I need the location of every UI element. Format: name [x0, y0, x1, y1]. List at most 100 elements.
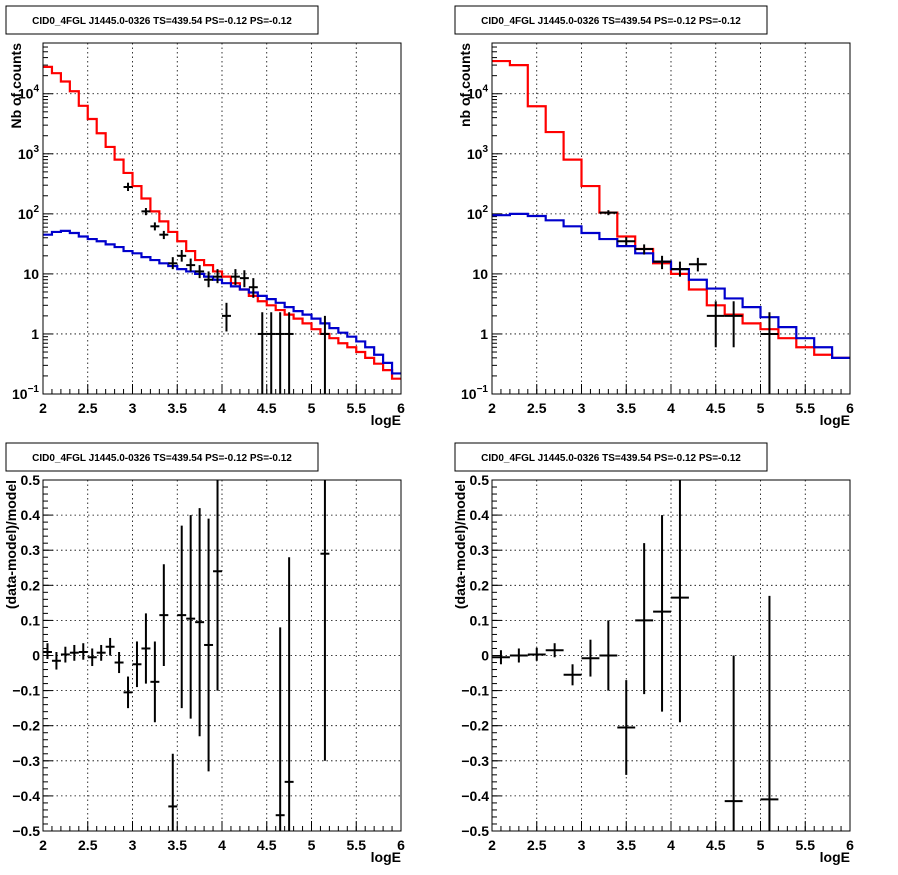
x-tick-label: 4 [218, 400, 226, 416]
x-tick-label: 6 [846, 400, 854, 416]
x-tick-label: 5 [308, 837, 316, 853]
x-tick-label: 6 [397, 837, 405, 853]
data-point [527, 647, 546, 661]
x-tick-label: 3.5 [168, 837, 188, 853]
data-point [653, 515, 671, 712]
x-tick-label: 4.5 [706, 837, 726, 853]
y-tick-label: −0.5 [12, 823, 40, 839]
y-tick-label: −0.3 [461, 753, 489, 769]
x-tick-label: 5.5 [347, 837, 367, 853]
x-tick-label: 2 [39, 400, 47, 416]
data-point [266, 312, 276, 394]
data-point [105, 637, 115, 656]
plot-frame [42, 479, 402, 832]
data-point [78, 643, 88, 660]
y-tick-label: 1 [31, 326, 39, 342]
y-tick-label: 0.4 [21, 507, 41, 523]
data-point [760, 312, 779, 394]
chart-title: CID0_4FGL J1445.0-0326 TS=439.54 PS=-0.1… [481, 453, 741, 464]
y-tick-label: 10−1 [461, 384, 488, 402]
data-point [320, 315, 330, 394]
data-point [159, 564, 169, 667]
x-tick-label: 3.5 [617, 400, 637, 416]
chart-title-box [454, 5, 768, 35]
x-tick-label: 6 [846, 837, 854, 853]
data-point [563, 664, 582, 686]
y-tick-label: 104 [467, 84, 489, 102]
y-tick-label: 102 [18, 204, 40, 222]
y-axis-label: Nb of counts [8, 43, 24, 129]
y-tick-label: −0.4 [12, 788, 40, 804]
data-point [509, 648, 528, 663]
y-tick-label: 0.5 [470, 472, 490, 488]
data-point [617, 680, 636, 775]
data-point [320, 480, 330, 761]
data-point [87, 648, 97, 667]
y-tick-label: 0.2 [21, 577, 41, 593]
data-point [141, 613, 151, 684]
y-tick-label: 104 [18, 84, 40, 102]
data-point [284, 312, 294, 394]
data-point [60, 646, 70, 663]
y-tick-label: 0.3 [21, 542, 41, 558]
data-point [275, 312, 285, 394]
y-tick-label: −0.2 [461, 718, 489, 734]
x-tick-label: 4.5 [706, 400, 726, 416]
x-tick-label: 4.5 [257, 400, 277, 416]
data-point [635, 244, 654, 255]
chart-panel-2: CID0_4FGL J1445.0-0326 TS=439.54 PS=-0.1… [454, 5, 854, 428]
data-point [492, 650, 510, 665]
chart-title: CID0_4FGL J1445.0-0326 TS=439.54 PS=-0.1… [32, 16, 292, 27]
data-point [545, 643, 564, 658]
y-tick-label: 102 [467, 204, 489, 222]
y-axis-label: (data-model)/model [3, 480, 19, 609]
data-point [760, 595, 779, 831]
x-tick-label: 3 [129, 400, 137, 416]
data-point [222, 302, 231, 332]
x-axis-label: logE [820, 412, 850, 428]
data-point [159, 230, 169, 240]
data-point [123, 182, 133, 192]
x-tick-label: 2 [39, 837, 47, 853]
y-tick-label: 0.1 [470, 612, 490, 628]
y-tick-label: −0.3 [12, 753, 40, 769]
y-tick-label: −0.1 [461, 683, 489, 699]
series-line-1 [43, 65, 401, 380]
y-tick-label: 0.4 [470, 507, 490, 523]
data-point [284, 557, 294, 831]
y-tick-label: 10 [23, 266, 39, 282]
data-point [230, 269, 240, 286]
chart-title: CID0_4FGL J1445.0-0326 TS=439.54 PS=-0.1… [481, 16, 741, 27]
y-tick-label: 103 [467, 144, 489, 162]
data-point [132, 641, 142, 688]
data-point [599, 620, 618, 691]
data-point [168, 753, 178, 831]
chart-title: CID0_4FGL J1445.0-0326 TS=439.54 PS=-0.1… [32, 453, 292, 464]
plot-frame [491, 479, 851, 832]
chart-title-box [5, 5, 319, 35]
x-tick-label: 3 [578, 837, 586, 853]
data-point [248, 278, 258, 298]
data-point [51, 651, 61, 670]
plot-frame [42, 42, 402, 395]
data-point [671, 261, 689, 277]
data-point [43, 643, 52, 660]
data-point [177, 525, 187, 709]
data-point [204, 271, 214, 288]
data-point [186, 515, 196, 719]
data-point [724, 655, 743, 831]
x-tick-label: 4 [667, 400, 675, 416]
data-point [653, 255, 671, 270]
x-axis-label: logE [371, 412, 401, 428]
x-tick-label: 2.5 [527, 837, 547, 853]
x-axis-label: logE [820, 849, 850, 865]
plot-frame [491, 42, 851, 395]
x-tick-label: 3.5 [617, 837, 637, 853]
data-point [671, 480, 689, 723]
data-point [96, 644, 106, 661]
series-line-2 [43, 229, 401, 375]
x-tick-label: 2.5 [78, 837, 98, 853]
data-point [195, 265, 205, 279]
x-tick-label: 4 [218, 837, 226, 853]
x-tick-label: 2.5 [527, 400, 547, 416]
